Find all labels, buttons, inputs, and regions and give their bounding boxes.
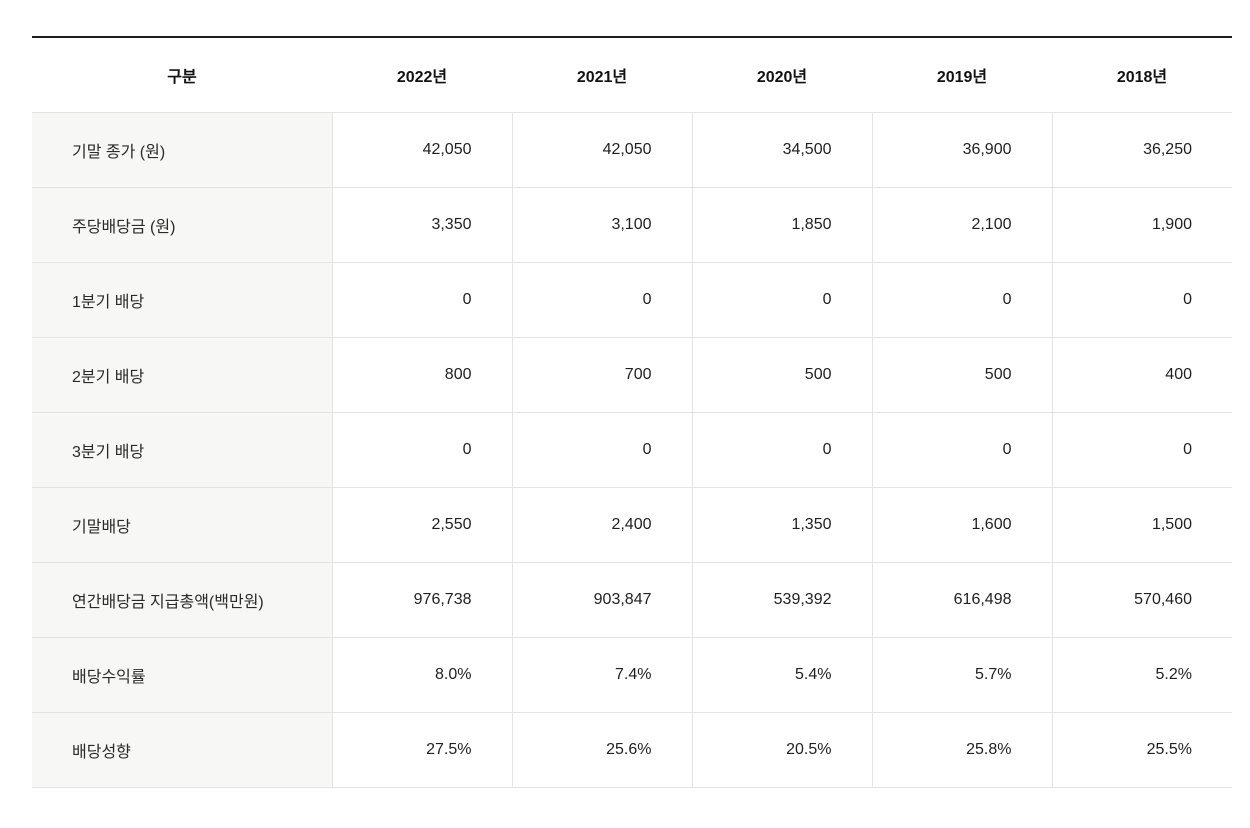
- value-cell: 25.8%: [871, 712, 1052, 788]
- row-label: 3분기 배당: [32, 412, 332, 488]
- table-row-dividend-per-share: 주당배당금 (원) 3,350 3,100 1,850 2,100 1,900: [32, 187, 1232, 263]
- column-header-year-2021: 2021년: [512, 37, 692, 113]
- table-row-q2-dividend: 2분기 배당 800 700 500 500 400: [32, 337, 1232, 413]
- row-label: 기말 종가 (원): [32, 112, 332, 188]
- row-label: 배당수익률: [32, 637, 332, 713]
- header-row: 구분 2022년 2021년 2020년 2019년 2018년: [32, 37, 1232, 113]
- value-cell: 3,350: [331, 187, 512, 263]
- value-cell: 8.0%: [331, 637, 512, 713]
- value-cell: 0: [691, 412, 872, 488]
- table-row-dividend-yield: 배당수익률 8.0% 7.4% 5.4% 5.7% 5.2%: [32, 637, 1232, 713]
- value-cell: 5.4%: [691, 637, 872, 713]
- value-cell: 2,550: [331, 487, 512, 563]
- value-cell: 0: [1051, 262, 1232, 338]
- value-cell: 1,600: [871, 487, 1052, 563]
- value-cell: 616,498: [871, 562, 1052, 638]
- value-cell: 0: [871, 262, 1052, 338]
- value-cell: 800: [331, 337, 512, 413]
- table-row-annual-total-payout: 연간배당금 지급총액(백만원) 976,738 903,847 539,392 …: [32, 562, 1232, 638]
- value-cell: 34,500: [691, 112, 872, 188]
- value-cell: 5.2%: [1051, 637, 1232, 713]
- value-cell: 700: [511, 337, 692, 413]
- column-header-year-2018: 2018년: [1052, 37, 1232, 113]
- value-cell: 25.5%: [1051, 712, 1232, 788]
- value-cell: 42,050: [511, 112, 692, 188]
- column-header-gubun: 구분: [32, 37, 332, 113]
- value-cell: 27.5%: [331, 712, 512, 788]
- value-cell: 5.7%: [871, 637, 1052, 713]
- value-cell: 0: [1051, 412, 1232, 488]
- table-row-payout-ratio: 배당성향 27.5% 25.6% 20.5% 25.8% 25.5%: [32, 712, 1232, 788]
- value-cell: 1,850: [691, 187, 872, 263]
- value-cell: 36,250: [1051, 112, 1232, 188]
- column-header-year-2019: 2019년: [872, 37, 1052, 113]
- table-row-closing-price: 기말 종가 (원) 42,050 42,050 34,500 36,900 36…: [32, 112, 1232, 188]
- dividend-history-table: 구분 2022년 2021년 2020년 2019년 2018년 기말 종가 (…: [32, 36, 1232, 788]
- value-cell: 1,500: [1051, 487, 1232, 563]
- value-cell: 0: [511, 262, 692, 338]
- value-cell: 570,460: [1051, 562, 1232, 638]
- column-header-year-2020: 2020년: [692, 37, 872, 113]
- value-cell: 500: [691, 337, 872, 413]
- row-label: 배당성향: [32, 712, 332, 788]
- value-cell: 0: [871, 412, 1052, 488]
- row-label: 1분기 배당: [32, 262, 332, 338]
- value-cell: 20.5%: [691, 712, 872, 788]
- value-cell: 0: [511, 412, 692, 488]
- row-label: 2분기 배당: [32, 337, 332, 413]
- column-header-year-2022: 2022년: [332, 37, 512, 113]
- value-cell: 2,100: [871, 187, 1052, 263]
- value-cell: 976,738: [331, 562, 512, 638]
- row-label: 주당배당금 (원): [32, 187, 332, 263]
- row-label: 연간배당금 지급총액(백만원): [32, 562, 332, 638]
- value-cell: 539,392: [691, 562, 872, 638]
- value-cell: 7.4%: [511, 637, 692, 713]
- value-cell: 0: [331, 412, 512, 488]
- value-cell: 0: [331, 262, 512, 338]
- value-cell: 0: [691, 262, 872, 338]
- row-label: 기말배당: [32, 487, 332, 563]
- value-cell: 36,900: [871, 112, 1052, 188]
- value-cell: 903,847: [511, 562, 692, 638]
- table-row-year-end-dividend: 기말배당 2,550 2,400 1,350 1,600 1,500: [32, 487, 1232, 563]
- value-cell: 500: [871, 337, 1052, 413]
- value-cell: 3,100: [511, 187, 692, 263]
- value-cell: 1,900: [1051, 187, 1232, 263]
- table-row-q1-dividend: 1분기 배당 0 0 0 0 0: [32, 262, 1232, 338]
- value-cell: 2,400: [511, 487, 692, 563]
- table-row-q3-dividend: 3분기 배당 0 0 0 0 0: [32, 412, 1232, 488]
- value-cell: 42,050: [331, 112, 512, 188]
- value-cell: 1,350: [691, 487, 872, 563]
- value-cell: 400: [1051, 337, 1232, 413]
- value-cell: 25.6%: [511, 712, 692, 788]
